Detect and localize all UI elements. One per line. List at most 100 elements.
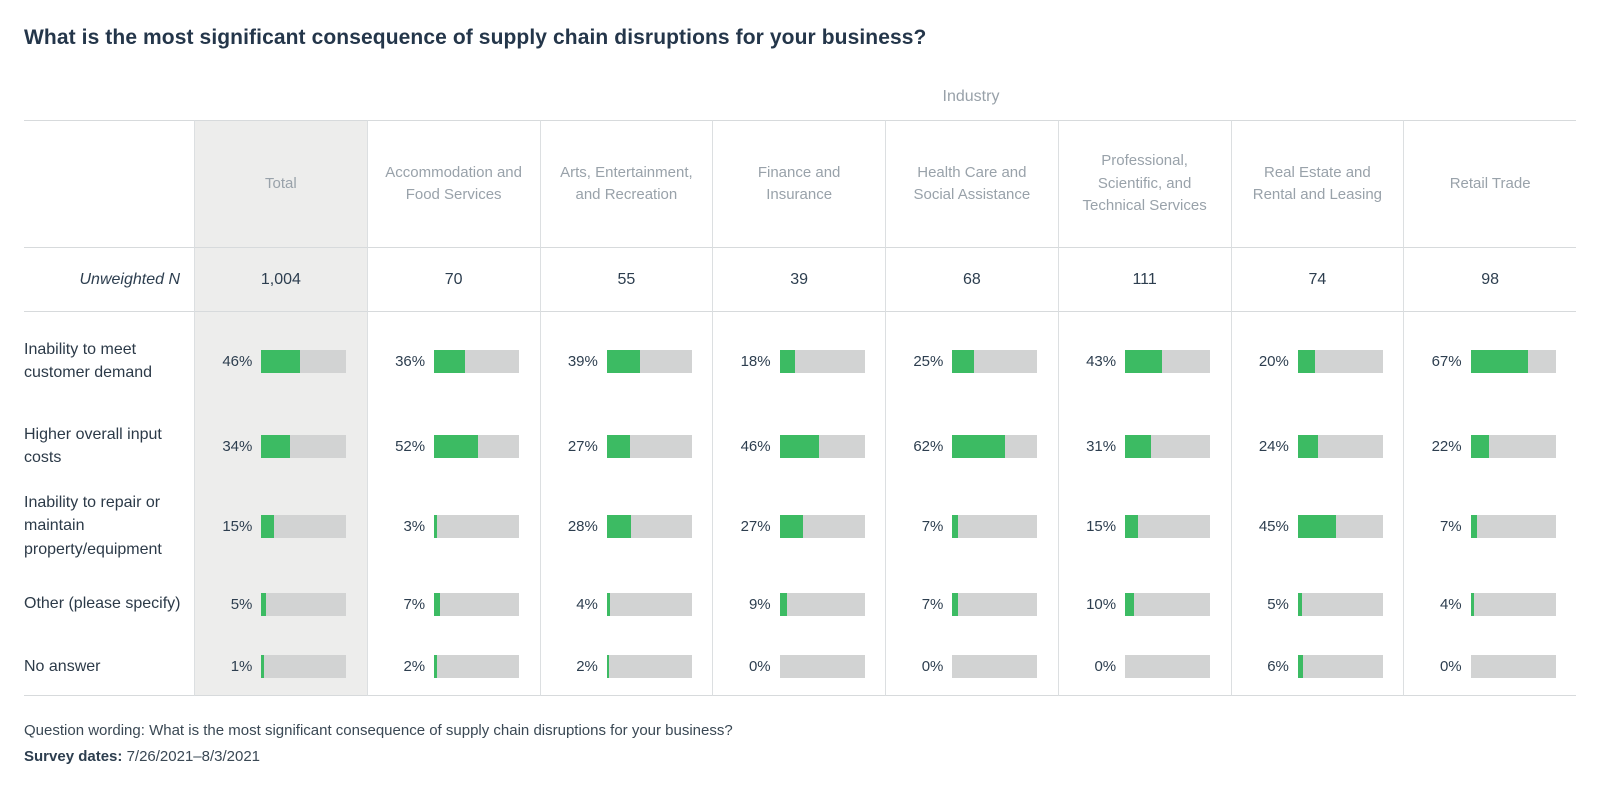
- bar-cell: 2%: [366, 638, 540, 696]
- row-label: Higher overall input costs: [24, 425, 162, 466]
- bar-cell: 43%: [1057, 312, 1231, 410]
- bar-fill: [606, 655, 610, 678]
- bar-cell: 18%: [712, 312, 885, 410]
- bar-fill: [261, 592, 266, 616]
- bar-track: [952, 655, 1038, 678]
- bar-track: [952, 514, 1038, 538]
- bar-cell: 15%: [194, 482, 367, 570]
- bar-fill: [1297, 592, 1303, 616]
- bar-fill: [606, 434, 630, 458]
- bar-fill: [261, 655, 264, 678]
- percent-label: 43%: [1086, 352, 1117, 370]
- percent-label: 62%: [913, 437, 944, 455]
- percent-label: 7%: [921, 595, 944, 613]
- bar-fill: [952, 514, 959, 538]
- percent-label: 6%: [1267, 658, 1289, 675]
- bar-track: [1297, 514, 1383, 538]
- bar-track: [1470, 349, 1556, 373]
- bar-fill: [1125, 349, 1162, 373]
- bar-fill: [261, 349, 301, 373]
- bar-fill: [1470, 514, 1477, 538]
- bar-track: [261, 655, 347, 678]
- percent-label: 46%: [222, 352, 253, 370]
- percent-label: 52%: [395, 437, 426, 455]
- bar-track: [434, 514, 520, 538]
- bar-cell: 46%: [712, 410, 885, 482]
- bar-track: [606, 434, 692, 458]
- bar-track: [606, 514, 692, 538]
- group-header-spacer: [24, 88, 366, 106]
- bar-cell: 7%: [366, 570, 540, 638]
- bar-fill: [261, 434, 291, 458]
- page-title: What is the most significant consequence…: [24, 26, 927, 49]
- bar-fill: [1297, 434, 1319, 458]
- n-value: 70: [366, 248, 540, 312]
- column-header: Retail Trade: [1403, 120, 1576, 248]
- bar-fill: [1125, 514, 1138, 538]
- bar-track: [1297, 655, 1383, 678]
- bar-track: [434, 349, 520, 373]
- bar-track: [606, 655, 692, 678]
- percent-label: 22%: [1431, 437, 1462, 455]
- bar-track: [952, 592, 1038, 616]
- n-value: 55: [539, 248, 713, 312]
- bar-fill: [1297, 349, 1315, 373]
- bar-track: [1297, 592, 1383, 616]
- bar-cell: 0%: [712, 638, 885, 696]
- bar-cell: 45%: [1230, 482, 1404, 570]
- percent-label: 39%: [567, 352, 598, 370]
- bar-fill: [606, 514, 631, 538]
- bar-cell: 4%: [1403, 570, 1576, 638]
- bar-cell: 22%: [1403, 410, 1576, 482]
- percent-label: 9%: [748, 595, 771, 613]
- bar-cell: 62%: [885, 410, 1058, 482]
- percent-label: 7%: [921, 517, 944, 535]
- survey-dates: Survey dates: 7/26/2021–8/3/2021: [24, 744, 1576, 770]
- percent-label: 2%: [403, 658, 426, 675]
- bar-fill: [434, 349, 465, 373]
- bar-cell: 20%: [1230, 312, 1404, 410]
- bar-cell: 5%: [1230, 570, 1404, 638]
- bar-cell: 0%: [885, 638, 1058, 696]
- bar-fill: [1125, 434, 1152, 458]
- column-header: Accommodation and Food Services: [366, 120, 540, 248]
- bar-track: [261, 514, 347, 538]
- percent-label: 31%: [1086, 437, 1117, 455]
- row-label: Inability to meet customer demand: [24, 340, 153, 381]
- bar-fill: [1125, 592, 1134, 616]
- percent-label: 0%: [921, 658, 944, 675]
- bar-track: [779, 592, 865, 616]
- group-header-row: Industry: [24, 88, 1576, 106]
- percent-label: 45%: [1258, 517, 1289, 535]
- bar-track: [779, 434, 865, 458]
- percent-label: 27%: [740, 517, 771, 535]
- bar-cell: 15%: [1057, 482, 1231, 570]
- percent-label: 4%: [1439, 595, 1462, 613]
- bar-cell: 7%: [885, 570, 1058, 638]
- bar-track: [1470, 655, 1556, 678]
- percent-label: 7%: [1439, 517, 1462, 535]
- bar-fill: [434, 592, 441, 616]
- bar-track: [779, 349, 865, 373]
- bar-cell: 46%: [194, 312, 367, 410]
- bar-fill: [779, 592, 788, 616]
- percent-label: 0%: [748, 658, 771, 675]
- bar-track: [779, 655, 865, 678]
- percent-label: 7%: [403, 595, 426, 613]
- column-header: Finance and Insurance: [712, 120, 885, 248]
- bar-track: [952, 434, 1038, 458]
- row-label: No answer: [24, 638, 194, 696]
- bar-track: [1470, 434, 1556, 458]
- bar-cell: 52%: [366, 410, 540, 482]
- percent-label: 15%: [1086, 517, 1117, 535]
- bar-fill: [1297, 514, 1337, 538]
- bar-fill: [952, 434, 1006, 458]
- percent-label: 20%: [1258, 352, 1289, 370]
- bar-cell: 5%: [194, 570, 367, 638]
- percent-label: 2%: [576, 658, 598, 675]
- percent-label: 15%: [222, 517, 253, 535]
- bar-track: [261, 434, 347, 458]
- column-header: Arts, Entertainment, and Recreation: [539, 120, 713, 248]
- percent-label: 67%: [1431, 352, 1462, 370]
- bar-cell: 6%: [1230, 638, 1404, 696]
